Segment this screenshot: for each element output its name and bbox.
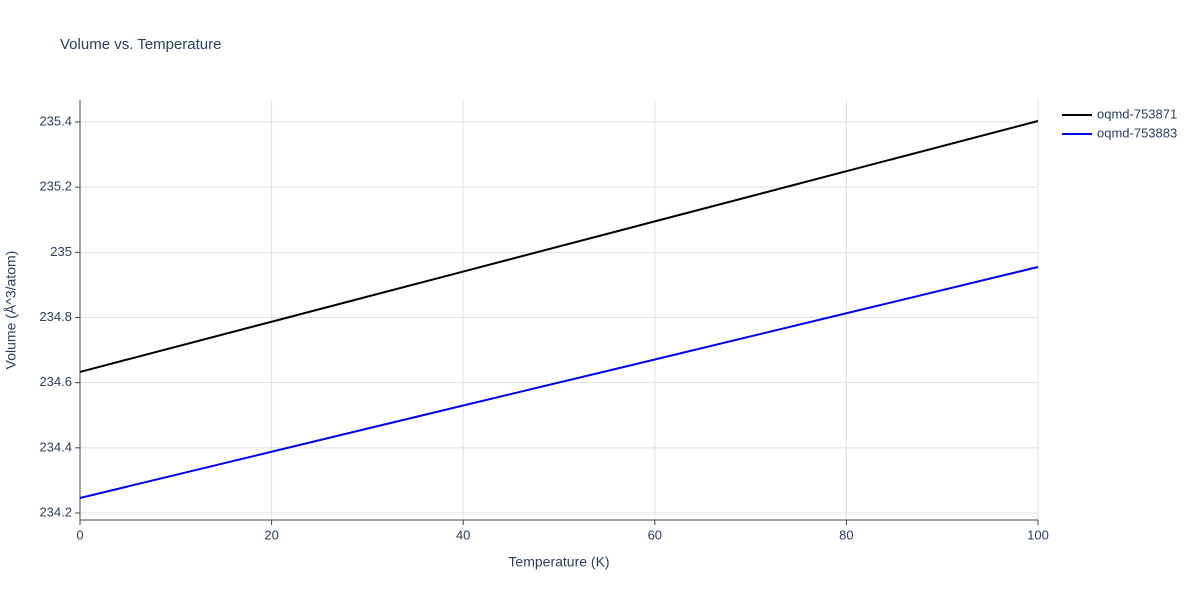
- x-tick-label: 40: [456, 527, 470, 542]
- legend-label: oqmd-753883: [1097, 125, 1177, 140]
- y-axis-label: Volume (Å^3/atom): [3, 251, 19, 370]
- x-tick-label: 0: [76, 527, 83, 542]
- y-tick-label: 234.8: [39, 309, 72, 324]
- x-axis-label: Temperature (K): [508, 554, 609, 570]
- y-tick-label: 235.2: [39, 179, 72, 194]
- y-tick-label: 234.4: [39, 439, 72, 454]
- x-tick-label: 80: [839, 527, 853, 542]
- y-tick-label: 234.6: [39, 374, 72, 389]
- line: [79, 120, 1039, 373]
- y-tick-label: 234.2: [39, 504, 72, 519]
- chart-title: Volume vs. Temperature: [60, 36, 221, 53]
- legend-label: oqmd-753871: [1097, 106, 1177, 121]
- x-tick-label: 60: [648, 527, 662, 542]
- line: [79, 266, 1039, 499]
- x-tick-label: 100: [1027, 527, 1049, 542]
- y-tick-label: 235.4: [39, 113, 72, 128]
- x-tick-label: 20: [264, 527, 278, 542]
- y-tick-label: 235: [50, 244, 72, 259]
